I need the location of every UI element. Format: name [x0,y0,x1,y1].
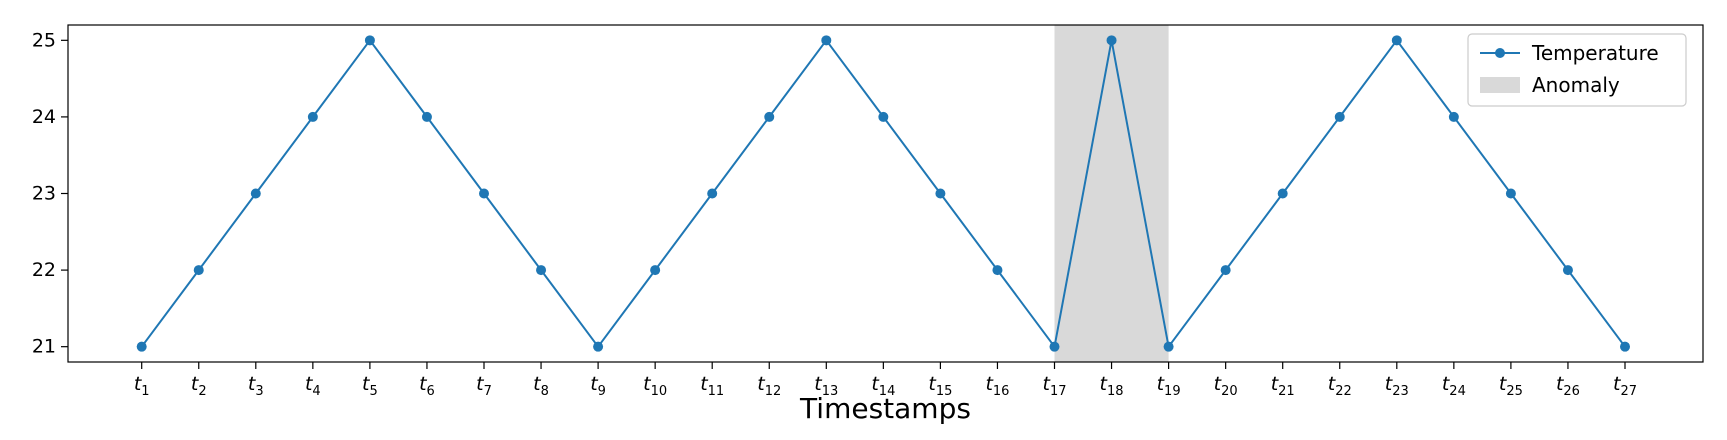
y-tick-label: 22 [32,259,56,281]
data-point [1049,341,1060,352]
x-tick-label: t19 [1157,373,1181,399]
x-axis-title: Timestamps [799,392,971,425]
x-tick-label: t24 [1442,373,1466,399]
data-point [1505,188,1516,199]
legend-temperature-label: Temperature [1531,41,1659,65]
data-point [479,188,489,199]
data-point [1334,111,1345,122]
x-tick-label: t27 [1613,373,1637,399]
data-point [992,265,1003,276]
x-tick-label: t17 [1043,373,1067,399]
x-tick-label: t13 [814,373,838,399]
x-tick-label: t4 [305,373,321,399]
legend-anomaly-patch [1480,77,1520,93]
series-line-temperature [140,39,1626,348]
y-tick-label: 25 [32,29,56,51]
data-point [593,341,604,352]
x-tick-label: t7 [476,373,492,399]
data-point [421,111,432,122]
x-tick-label: t15 [928,373,952,399]
x-tick-label: t9 [590,373,606,399]
data-point [650,265,661,276]
data-point [1106,35,1117,46]
data-point [1562,265,1573,276]
data-point [707,188,718,199]
data-point [536,265,547,276]
x-tick-label: t11 [700,373,724,399]
plot-area: 21 22 23 24 25 t1 t2 t3 t4 t5 t6 t7 t8 t9 t10 t11 t12 t13… [32,24,1704,399]
legend-frame [1467,33,1687,107]
x-tick-label: t14 [871,373,895,399]
anomaly-region [1054,25,1169,362]
data-point [193,265,204,276]
data-point [764,111,775,122]
x-tick-label: t23 [1385,373,1409,399]
x-tick-label: t6 [419,373,435,399]
data-point [1163,341,1174,352]
x-tick-label: t5 [362,373,378,399]
data-point [1448,111,1459,122]
data-point [1277,188,1288,199]
data-point [1220,265,1231,276]
x-tick-label: t21 [1271,373,1295,399]
y-tick-label: 23 [32,183,56,205]
x-tick-label: t2 [191,373,207,399]
data-point [364,35,375,46]
data-point [1620,341,1630,352]
x-tick-label: t18 [1100,373,1124,399]
x-tick-label: t26 [1556,373,1580,399]
data-point [821,35,832,46]
axes-frame [67,24,1704,363]
x-tick-label: t25 [1499,373,1523,399]
data-point [935,188,946,199]
x-tick-label: t10 [643,373,667,399]
x-tick-label: t20 [1214,373,1238,399]
data-point [1391,35,1402,46]
x-tick-label: t12 [757,373,781,399]
x-tick-label: t22 [1328,373,1352,399]
legend-anomaly-label: Anomaly [1532,73,1620,97]
x-tick-label: t8 [533,373,549,399]
data-point [878,111,889,122]
legend-temperature-marker [1495,48,1505,58]
x-tick-label: t3 [248,373,264,399]
x-tick-label: t1 [134,373,150,399]
data-point [250,188,261,199]
data-point [136,341,147,352]
x-tick-label: t16 [985,373,1009,399]
y-tick-label: 24 [32,106,56,128]
legend: Temperature Anomaly [1467,33,1687,107]
y-tick-label: 21 [32,336,56,358]
data-point [307,111,318,122]
